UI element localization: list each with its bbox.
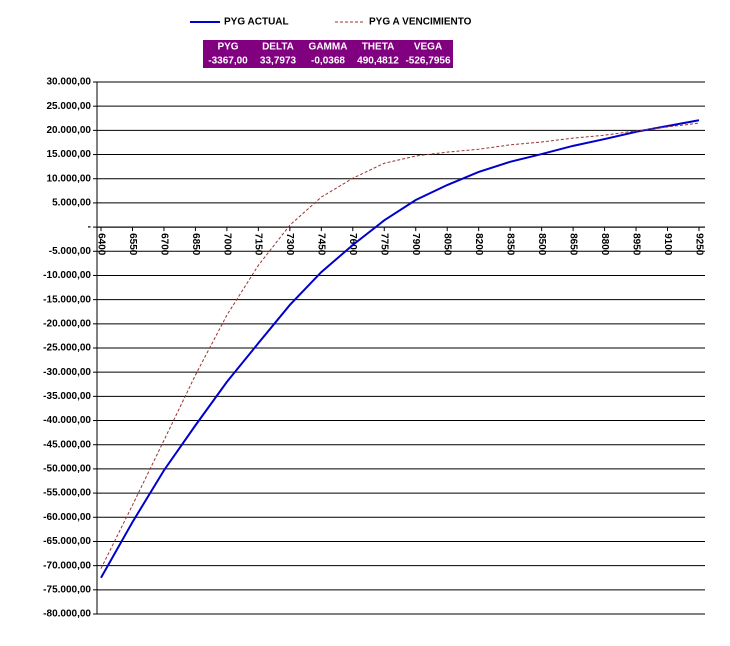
x-tick-label: 8800 [599, 233, 610, 256]
x-tick-label: 8950 [630, 233, 641, 256]
y-tick-label: 25.000,00 [47, 101, 92, 112]
y-tick-label: -40.000,00 [43, 415, 91, 426]
y-tick-label: -70.000,00 [43, 560, 91, 571]
x-tick-label: 7450 [316, 233, 327, 256]
table-value: -3367,00 [208, 56, 248, 67]
y-tick-label: -10.000,00 [43, 270, 91, 281]
y-tick-label: -60.000,00 [43, 512, 91, 523]
y-tick-label: 30.000,00 [47, 77, 92, 88]
y-tick-label: -20.000,00 [43, 318, 91, 329]
x-tick-label: 6550 [127, 233, 138, 256]
table-value: -0,0368 [311, 56, 345, 67]
y-tick-label: 10.000,00 [47, 173, 92, 184]
y-tick-label: -80.000,00 [43, 609, 91, 620]
x-tick-label: 7300 [284, 233, 295, 256]
table-cell [303, 40, 353, 68]
x-tick-label: 8200 [473, 233, 484, 256]
y-tick-label: -50.000,00 [43, 464, 91, 475]
y-tick-label: -30.000,00 [43, 367, 91, 378]
x-tick-label: 8050 [442, 233, 453, 256]
y-tick-label: -65.000,00 [43, 536, 91, 547]
x-tick-label: 7750 [379, 233, 390, 256]
table-value: 490,4812 [357, 56, 399, 67]
x-tick-label: 7150 [253, 233, 264, 256]
x-tick-label: 8350 [505, 233, 516, 256]
table-value: 33,7973 [260, 56, 297, 67]
x-tick-label: 7900 [410, 233, 421, 256]
x-tick-label: 6850 [190, 233, 201, 256]
x-tick-label: 9100 [662, 233, 673, 256]
x-tick-label: 6400 [95, 233, 106, 256]
y-tick-label: -25.000,00 [43, 343, 91, 354]
x-tick-label: 8650 [567, 233, 578, 256]
series-line [100, 119, 700, 579]
legend-label: PYG A VENCIMIENTO [369, 17, 472, 28]
x-tick-label: 8500 [536, 233, 547, 256]
y-tick-label: -55.000,00 [43, 488, 91, 499]
table-header: PYG [217, 42, 238, 53]
table-cell [403, 40, 453, 68]
y-tick-label: -15.000,00 [43, 294, 91, 305]
y-tick-label: 5.000,00 [52, 198, 91, 209]
series-line [100, 122, 700, 569]
table-cell [253, 40, 303, 68]
y-tick-label: -45.000,00 [43, 439, 91, 450]
table-header: DELTA [262, 42, 294, 53]
y-tick-label: -35.000,00 [43, 391, 91, 402]
x-tick-label: 6700 [158, 233, 169, 256]
x-tick-label: 7000 [221, 233, 232, 256]
y-tick-label: - [88, 222, 91, 233]
table-header: THETA [362, 42, 395, 53]
legend-label: PYG ACTUAL [224, 17, 289, 28]
table-cell [353, 40, 403, 68]
table-value: -526,7956 [405, 56, 450, 67]
y-tick-label: -5.000,00 [49, 246, 92, 257]
table-header: VEGA [414, 42, 442, 53]
table-header: GAMMA [309, 42, 348, 53]
y-tick-label: -75.000,00 [43, 584, 91, 595]
x-tick-label: 9250 [693, 233, 704, 256]
table-cell [203, 40, 253, 68]
y-tick-label: 20.000,00 [47, 125, 92, 136]
y-tick-label: 15.000,00 [47, 149, 92, 160]
